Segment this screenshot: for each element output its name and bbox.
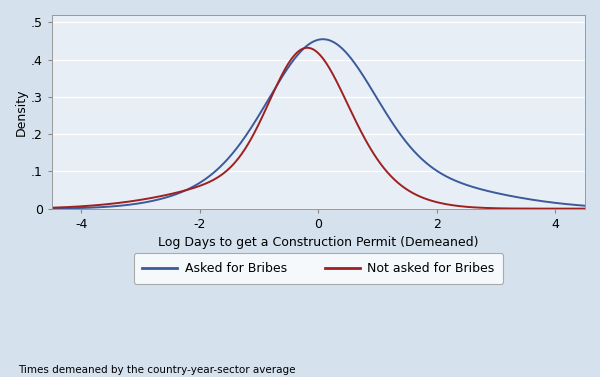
Asked for Bribes: [319, 37, 326, 41]
Not asked for Bribes: [512, 206, 519, 211]
Not asked for Bribes: [587, 206, 594, 211]
X-axis label: Log Days to get a Construction Permit (Demeaned): Log Days to get a Construction Permit (D…: [158, 236, 479, 249]
Not asked for Bribes: [173, 190, 180, 195]
Not asked for Bribes: [257, 118, 264, 123]
Y-axis label: Density: Density: [15, 88, 28, 136]
Not asked for Bribes: [256, 120, 263, 125]
Asked for Bribes: [173, 192, 180, 196]
Asked for Bribes: [107, 204, 114, 209]
Line: Asked for Bribes: Asked for Bribes: [46, 39, 590, 208]
Not asked for Bribes: [43, 205, 50, 210]
Asked for Bribes: [43, 206, 50, 211]
Asked for Bribes: [512, 195, 519, 199]
Not asked for Bribes: [304, 46, 311, 50]
Asked for Bribes: [257, 110, 264, 115]
Asked for Bribes: [587, 204, 594, 208]
Text: Times demeaned by the country-year-sector average: Times demeaned by the country-year-secto…: [18, 365, 296, 375]
Not asked for Bribes: [436, 201, 443, 205]
Legend: Asked for Bribes, Not asked for Bribes: Asked for Bribes, Not asked for Bribes: [134, 253, 503, 284]
Asked for Bribes: [436, 170, 443, 175]
Not asked for Bribes: [107, 202, 114, 206]
Line: Not asked for Bribes: Not asked for Bribes: [46, 48, 590, 208]
Asked for Bribes: [256, 112, 263, 116]
